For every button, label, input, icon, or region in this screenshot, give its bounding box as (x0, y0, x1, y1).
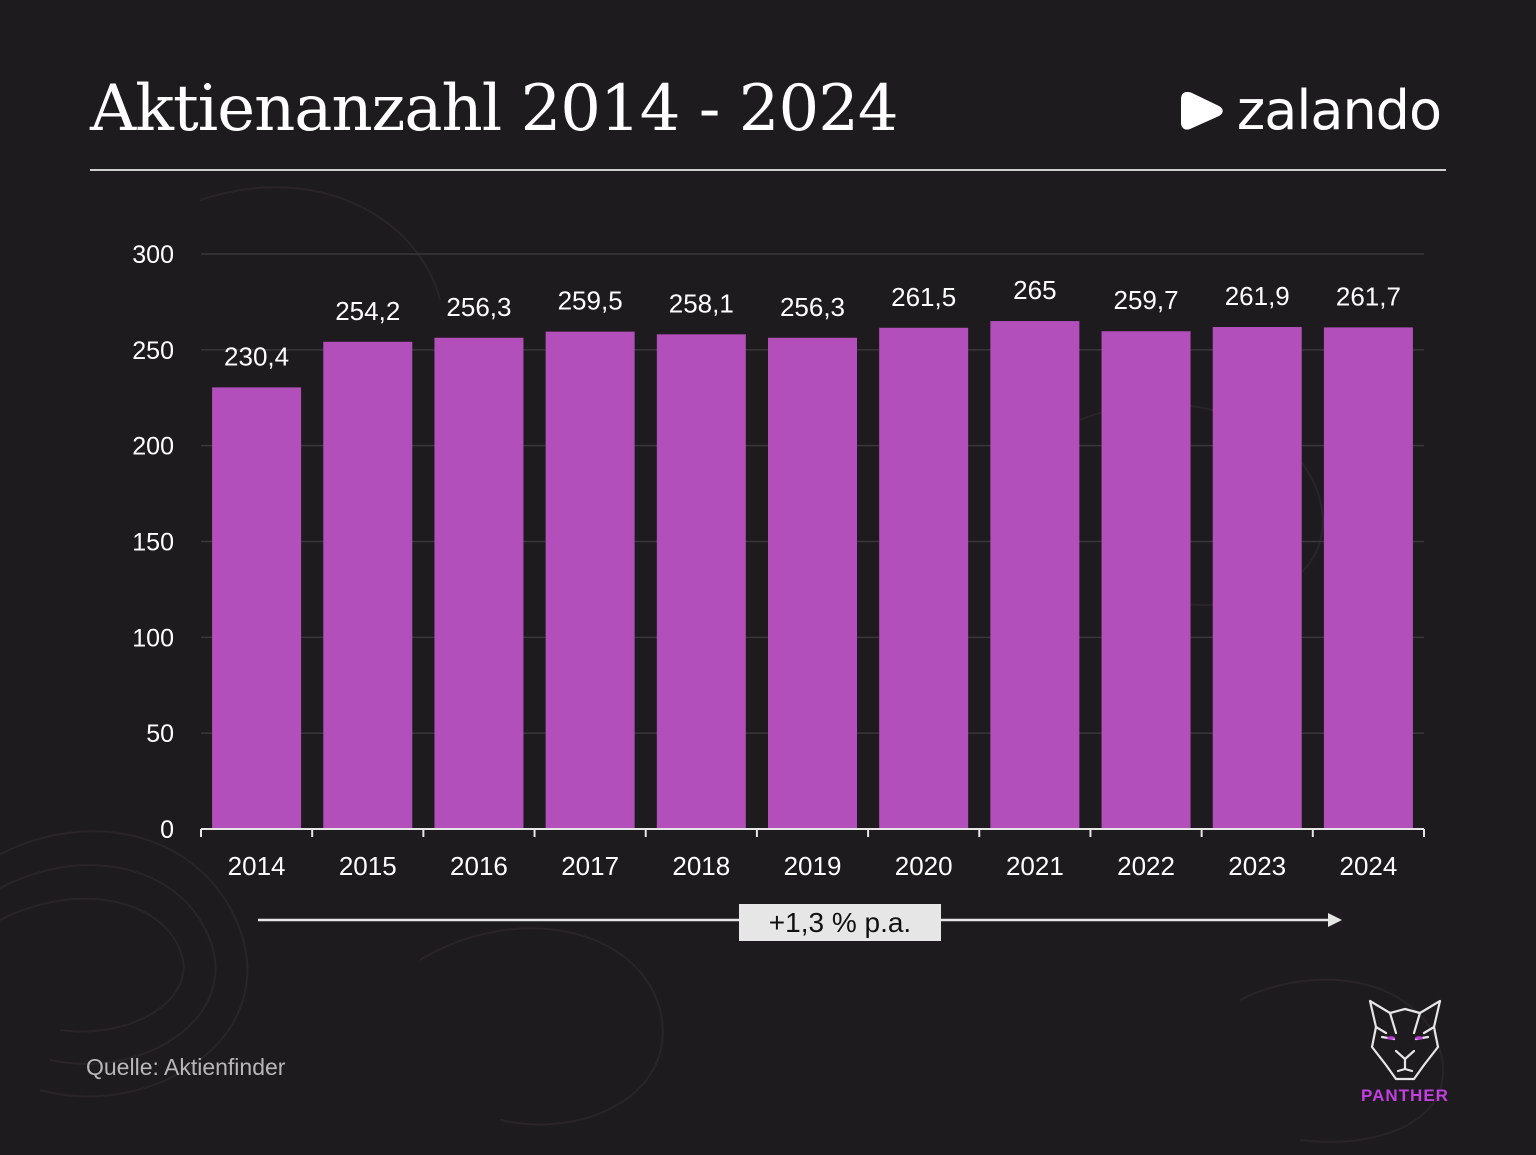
page-title: Aktienanzahl 2014 - 2024 (90, 72, 899, 146)
bar-value-label: 259,5 (558, 286, 623, 316)
panther-label: PANTHER (1361, 1086, 1449, 1105)
bar-value-label: 261,5 (891, 282, 956, 312)
bar (434, 337, 524, 829)
y-tick-label: 0 (160, 816, 174, 844)
source-note: Quelle: Aktienfinder (86, 1054, 286, 1080)
x-tick-label: 2023 (1228, 851, 1286, 881)
panther-head-icon (1368, 999, 1442, 1081)
x-tick-label: 2017 (561, 851, 619, 881)
bar (656, 334, 746, 829)
zalando-play-logo-icon (1180, 92, 1223, 130)
bar-value-label: 261,7 (1336, 281, 1401, 311)
y-tick-label: 150 (132, 529, 174, 557)
growth-arrow-head (1328, 913, 1342, 927)
bar-value-label: 265 (1013, 275, 1056, 305)
x-tick-label: 2016 (450, 851, 508, 881)
bar (768, 337, 857, 829)
x-tick-label: 2015 (339, 851, 397, 881)
y-tick-label: 300 (132, 241, 174, 269)
x-tick-label: 2024 (1339, 851, 1397, 881)
bar-value-label: 259,7 (1114, 285, 1179, 315)
bar (879, 327, 969, 829)
bar-value-label: 256,3 (780, 292, 845, 322)
x-tick-label: 2020 (895, 851, 953, 881)
y-tick-label: 50 (146, 720, 174, 748)
cagr-annotation-label: +1,3 % p.a. (739, 904, 941, 941)
bar-value-label: 254,2 (335, 296, 400, 326)
y-tick-label: 100 (132, 624, 174, 652)
bar (1323, 327, 1413, 829)
y-tick-label: 200 (132, 433, 174, 461)
x-tick-label: 2019 (784, 851, 842, 881)
bar (1101, 331, 1191, 829)
bar-value-label: 230,4 (224, 341, 289, 371)
x-tick-label: 2014 (228, 851, 286, 881)
panther-watermark: PANTHER (1350, 993, 1460, 1113)
bar (323, 341, 413, 829)
title-divider (90, 169, 1446, 171)
bar-value-label: 256,3 (446, 292, 511, 322)
bar-value-label: 261,9 (1225, 281, 1290, 311)
x-tick-label: 2018 (672, 851, 730, 881)
bar (1212, 327, 1302, 829)
bar (990, 321, 1080, 829)
bar (545, 331, 635, 829)
x-tick-label: 2021 (1006, 851, 1064, 881)
bar-value-label: 258,1 (669, 288, 734, 318)
brand-name: zalando (1236, 79, 1442, 142)
bar (212, 387, 302, 829)
x-tick-label: 2022 (1117, 851, 1175, 881)
y-tick-label: 250 (132, 337, 174, 365)
brand-logo: zalando (1179, 79, 1442, 142)
